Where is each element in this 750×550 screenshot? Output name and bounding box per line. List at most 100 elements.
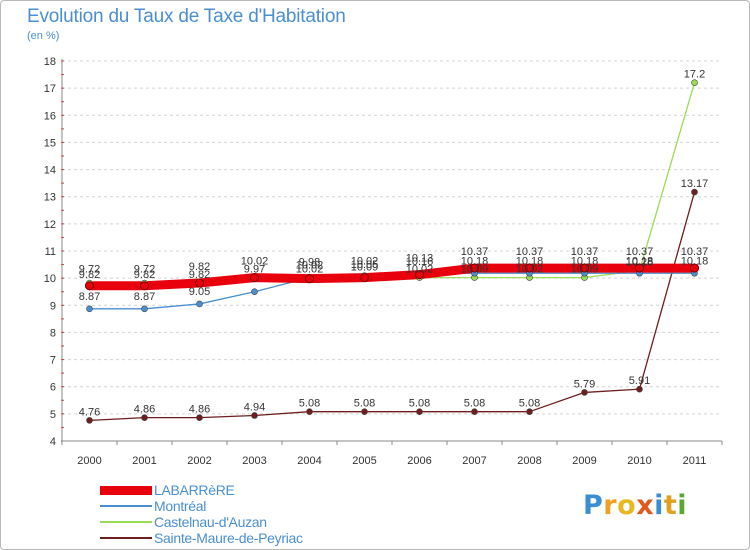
series-line-0 — [85, 263, 699, 291]
legend-label: Montréal — [154, 498, 207, 514]
x-tick-label: 2003 — [242, 455, 266, 467]
legend-item: Montréal — [100, 498, 303, 514]
data-point — [196, 300, 203, 308]
data-label: 5.08 — [409, 398, 430, 410]
data-label: 10.02 — [241, 256, 269, 268]
data-label: 10.18 — [461, 255, 489, 267]
x-tick-label: 2010 — [627, 455, 651, 467]
y-tick-label: 6 — [50, 382, 56, 394]
data-label: 10.02 — [296, 264, 324, 276]
y-tick-label: 13 — [44, 192, 56, 204]
legend: LABARRèRE Montréal Castelnau-d'Auzan Sainte… — [100, 482, 303, 546]
data-point — [196, 414, 203, 421]
data-point — [85, 281, 94, 291]
y-tick-label: 12 — [44, 219, 56, 231]
legend-swatch — [100, 485, 152, 495]
data-label: 10.09 — [461, 264, 489, 276]
x-tick-label: 2005 — [352, 455, 376, 467]
data-point — [525, 263, 534, 273]
x-tick-label: 2000 — [77, 455, 101, 467]
data-point — [86, 305, 93, 313]
data-point — [691, 79, 698, 87]
data-point — [580, 263, 589, 273]
data-label: 9.98 — [299, 257, 320, 269]
y-tick-label: 15 — [44, 137, 56, 149]
data-label: 10.18 — [571, 255, 599, 267]
data-label: 10.05 — [351, 259, 379, 271]
x-tick-label: 2004 — [297, 455, 321, 467]
data-label: 5.08 — [354, 398, 375, 410]
data-point — [470, 263, 479, 273]
legend-swatch — [100, 537, 152, 539]
data-label: 10.37 — [516, 246, 544, 258]
data-point — [361, 408, 368, 415]
data-point — [141, 305, 148, 313]
data-label: 10.02 — [516, 264, 544, 276]
data-label: 4.86 — [134, 404, 155, 416]
y-tick-label: 8 — [50, 327, 56, 339]
data-point — [140, 281, 149, 291]
data-label: 9.97 — [244, 264, 265, 276]
data-label: 9.72 — [134, 264, 155, 276]
y-tick-label: 18 — [44, 56, 56, 68]
y-tick-label: 14 — [44, 165, 56, 177]
data-label: 10.09 — [351, 262, 379, 274]
data-label: 8.87 — [79, 291, 100, 303]
data-point — [636, 385, 643, 393]
legend-label: LABARRèRE — [154, 482, 235, 498]
data-label: 10.18 — [626, 255, 654, 267]
data-label: 9.82 — [79, 269, 100, 281]
data-point — [526, 408, 533, 415]
data-label: 10.16 — [406, 256, 434, 268]
legend-swatch — [100, 505, 152, 507]
data-label: 10.37 — [461, 246, 489, 258]
y-tick-label: 10 — [44, 273, 56, 285]
y-tick-label: 11 — [45, 246, 56, 258]
data-label: 10.37 — [681, 246, 709, 258]
chart-title: Evolution du Taux de Taxe d'Habitation — [27, 6, 346, 27]
data-label: 5.91 — [629, 375, 650, 387]
data-label: 4.94 — [244, 401, 265, 413]
x-tick-label: 2002 — [187, 455, 211, 467]
x-tick-label: 2011 — [683, 455, 707, 467]
data-label: 10.02 — [406, 264, 434, 276]
data-point — [690, 263, 699, 273]
y-tick-label: 7 — [50, 355, 56, 367]
data-label: 9.82 — [189, 261, 210, 273]
data-label: 5.08 — [299, 398, 320, 410]
legend-item: LABARRèRE — [100, 482, 303, 498]
data-point — [251, 288, 258, 296]
data-label: 10.28 — [626, 257, 654, 269]
legend-swatch — [100, 521, 152, 523]
data-point — [86, 417, 93, 424]
x-tick-label: 2001 — [132, 455, 156, 467]
data-label: 10.09 — [571, 264, 599, 276]
data-point — [416, 408, 423, 415]
data-point — [691, 188, 698, 196]
x-tick-label: 2008 — [517, 455, 541, 467]
y-tick-label: 17 — [44, 83, 56, 95]
x-tick-label: 2006 — [407, 455, 431, 467]
data-point — [581, 389, 588, 396]
legend-item: Sainte-Maure-de-Peyriac — [100, 530, 303, 546]
x-tick-label: 2009 — [572, 455, 596, 467]
data-label: 5.79 — [574, 378, 595, 390]
y-tick-label: 16 — [44, 110, 56, 122]
data-point — [251, 412, 258, 419]
data-point — [360, 273, 369, 283]
data-label: 8.87 — [134, 291, 155, 303]
data-label: 13.17 — [681, 178, 709, 190]
chart-subtitle: (en %) — [27, 30, 60, 42]
data-label: 4.86 — [189, 404, 210, 416]
data-point — [305, 274, 314, 284]
data-point — [415, 270, 424, 280]
data-label: 10.37 — [571, 246, 599, 258]
y-tick-label: 9 — [50, 300, 56, 312]
series-line-3 — [88, 191, 696, 422]
legend-item: Castelnau-d'Auzan — [100, 514, 303, 530]
data-label: 17.2 — [684, 69, 705, 81]
legend-label: Castelnau-d'Auzan — [154, 514, 267, 530]
y-tick-label: 5 — [50, 409, 56, 421]
data-label: 10.13 — [406, 253, 434, 265]
data-label: 10.18 — [516, 255, 544, 267]
